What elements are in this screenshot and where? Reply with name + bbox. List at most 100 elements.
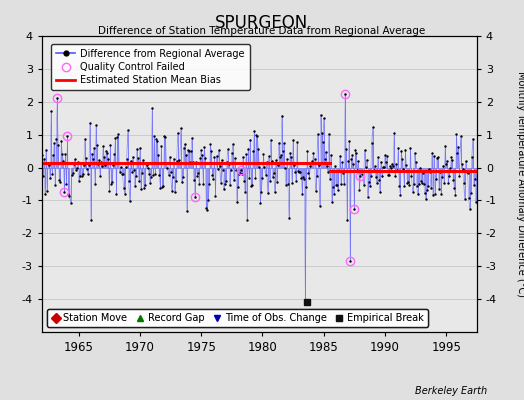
Point: [245, 175, 254, 182]
Point: [240, 178, 248, 184]
Point: [88, 150, 96, 157]
Point: [145, 170, 154, 177]
Point: [100, 154, 108, 160]
Point: [174, 157, 183, 163]
Point: [61, 150, 70, 157]
Point: [256, 200, 265, 206]
Point: [265, 153, 273, 160]
Point: [197, 147, 205, 153]
Point: [116, 164, 125, 170]
Point: [429, 192, 437, 198]
Point: [305, 175, 313, 181]
Point: [150, 133, 158, 139]
Text: Difference of Station Temperature Data from Regional Average: Difference of Station Temperature Data f…: [99, 26, 425, 36]
Point: [466, 190, 475, 196]
Point: [322, 148, 330, 155]
Point: [277, 152, 285, 158]
Point: [324, 130, 333, 137]
Point: [318, 129, 326, 136]
Point: [405, 181, 413, 188]
Point: [57, 138, 66, 144]
Point: [422, 196, 430, 202]
Point: [298, 191, 307, 197]
Point: [311, 188, 320, 195]
Point: [238, 171, 246, 178]
Point: [356, 173, 365, 179]
Point: [212, 153, 221, 159]
Point: [364, 194, 372, 200]
Point: [432, 176, 440, 182]
Point: [374, 154, 382, 160]
Text: SPURGEON: SPURGEON: [215, 14, 309, 32]
Point: [168, 174, 177, 180]
Point: [403, 180, 412, 187]
Point: [42, 146, 50, 153]
Point: [209, 176, 217, 182]
Point: [147, 174, 155, 181]
Point: [316, 112, 325, 118]
Point: [320, 115, 328, 122]
Point: [289, 137, 297, 143]
Point: [396, 192, 405, 198]
Point: [358, 171, 367, 177]
Point: [271, 157, 280, 164]
Point: [386, 162, 394, 169]
Point: [361, 147, 369, 154]
Point: [455, 173, 464, 179]
Point: [314, 162, 323, 169]
Point: [55, 177, 63, 183]
Point: [192, 159, 200, 165]
Point: [40, 156, 48, 162]
Point: [151, 171, 159, 177]
Point: [146, 180, 155, 186]
Point: [96, 173, 104, 180]
Point: [177, 125, 185, 132]
Point: [46, 175, 54, 181]
Point: [456, 133, 465, 140]
Point: [195, 180, 203, 187]
Point: [343, 217, 352, 224]
Point: [89, 156, 97, 162]
Point: [453, 150, 462, 156]
Point: [423, 187, 431, 193]
Point: [272, 178, 281, 185]
Point: [199, 180, 208, 187]
Point: [107, 181, 115, 188]
Point: [321, 156, 329, 162]
Point: [275, 140, 283, 146]
Point: [279, 148, 287, 154]
Point: [230, 177, 238, 184]
Point: [442, 161, 451, 167]
Point: [78, 172, 86, 179]
Point: [291, 169, 299, 175]
Point: [127, 158, 135, 164]
Point: [300, 176, 309, 182]
Point: [87, 217, 95, 224]
Point: [200, 144, 209, 150]
Point: [219, 166, 227, 173]
Point: [235, 170, 243, 177]
Point: [152, 135, 160, 142]
Point: [221, 181, 229, 188]
Point: [267, 157, 276, 164]
Point: [357, 168, 366, 174]
Point: [242, 151, 250, 157]
Point: [446, 164, 454, 171]
Point: [138, 170, 146, 176]
Point: [315, 202, 324, 209]
Point: [462, 158, 470, 164]
Point: [312, 173, 321, 179]
Point: [140, 185, 148, 191]
Point: [449, 177, 457, 184]
Point: [178, 179, 186, 186]
Point: [338, 159, 346, 165]
Point: [73, 159, 82, 165]
Point: [326, 152, 335, 158]
Point: [313, 131, 322, 137]
Point: [149, 172, 157, 178]
Point: [294, 168, 302, 174]
Point: [249, 148, 257, 154]
Point: [50, 140, 58, 147]
Point: [323, 163, 331, 169]
Point: [101, 162, 110, 168]
